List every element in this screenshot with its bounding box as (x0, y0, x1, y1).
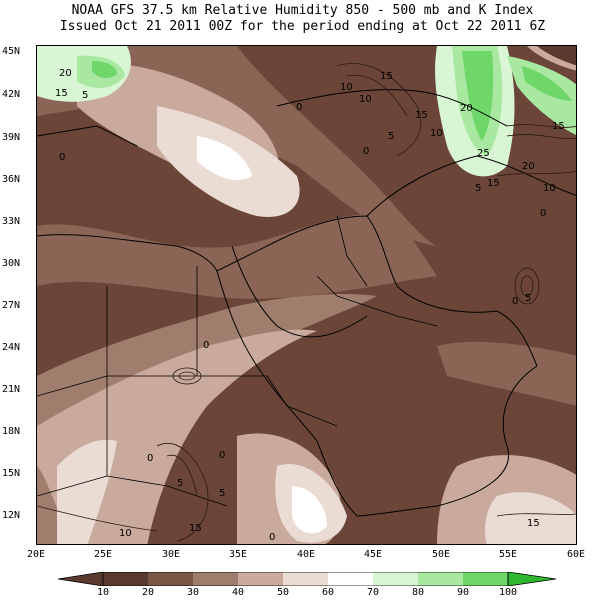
contour-label: 10 (119, 528, 132, 539)
colorbar-label: 10 (96, 587, 110, 598)
colorbar-swatch (103, 572, 148, 586)
colorbar-label: 90 (456, 587, 470, 598)
contour-label: 10 (543, 183, 556, 194)
contour-label: 0 (269, 532, 275, 543)
contour-label: 5 (219, 488, 225, 499)
colorbar-swatch (463, 572, 508, 586)
contour-labels: 20 15 5 0 10 10 15 0 5 0 20 15 10 25 15 … (55, 68, 565, 543)
colorbar-label: 60 (321, 587, 335, 598)
colorbar-label: 80 (411, 587, 425, 598)
moist-area (37, 329, 317, 544)
contour-label: 0 (363, 146, 369, 157)
coastlines (37, 89, 576, 517)
colorbar-label: 100 (498, 587, 518, 598)
contour-label: 5 (525, 293, 531, 304)
lat-label: 30N (2, 258, 21, 269)
contour-label: 0 (512, 296, 518, 307)
moist-core (197, 136, 252, 181)
contour-label: 15 (380, 71, 393, 82)
colorbar-outline (102, 572, 509, 586)
lat-label: 27N (2, 300, 21, 311)
lat-label: 39N (2, 132, 21, 143)
contour-label: 5 (475, 183, 481, 194)
contour-label: 10 (340, 82, 353, 93)
colorbar-arrow-left (58, 572, 104, 586)
contour-label: 20 (59, 68, 72, 79)
colorbar-swatch (238, 572, 283, 586)
contour-label: 0 (59, 152, 65, 163)
humidity-band (37, 213, 437, 299)
lon-label: 30E (161, 549, 181, 560)
moist-core (292, 486, 327, 534)
lat-label: 42N (2, 89, 21, 100)
moist-area (57, 439, 117, 544)
lon-label: 35E (228, 549, 248, 560)
lon-label: 45E (363, 549, 383, 560)
colorbar-label: 40 (231, 587, 245, 598)
lat-label: 45N (2, 46, 21, 57)
contour-label: 5 (388, 131, 394, 142)
lon-label: 55E (498, 549, 518, 560)
moist-area (485, 492, 576, 544)
map-title-line1: NOAA GFS 37.5 km Relative Humidity 850 -… (71, 3, 534, 18)
contour-label: 10 (359, 94, 372, 105)
contour-label: 5 (177, 478, 183, 489)
lat-label: 18N (2, 426, 21, 437)
contour-label: 0 (147, 453, 153, 464)
lon-label: 50E (431, 549, 451, 560)
lon-label: 40E (296, 549, 316, 560)
colorbar-label: 70 (366, 587, 380, 598)
contour-label: 10 (430, 128, 443, 139)
contour-label: 15 (552, 121, 565, 132)
contour-label: 15 (415, 110, 428, 121)
k-index-contours (37, 63, 576, 542)
contour-label: 25 (477, 148, 490, 159)
contour-label: 0 (540, 208, 546, 219)
lat-label: 21N (2, 384, 21, 395)
contour-label: 0 (203, 340, 209, 351)
humidity-map: 20 15 5 0 10 10 15 0 5 0 20 15 10 25 15 … (36, 45, 577, 545)
colorbar (58, 572, 556, 586)
lon-label: 25E (93, 549, 113, 560)
lon-label: 60E (566, 549, 586, 560)
lat-label: 33N (2, 216, 21, 227)
map-canvas: 20 15 5 0 10 10 15 0 5 0 20 15 10 25 15 … (37, 46, 576, 544)
contour-label: 15 (487, 178, 500, 189)
humidity-band (437, 341, 576, 406)
contour-label: 15 (55, 88, 68, 99)
lat-label: 12N (2, 510, 21, 521)
colorbar-label: 50 (276, 587, 290, 598)
colorbar-swatch (418, 572, 463, 586)
map-title-line2: Issued Oct 21 2011 00Z for the period en… (59, 19, 546, 34)
lat-label: 15N (2, 468, 21, 479)
dry-area (537, 46, 576, 66)
colorbar-swatch (283, 572, 328, 586)
colorbar-label: 30 (186, 587, 200, 598)
wet-area (92, 61, 117, 78)
colorbar-swatch (148, 572, 193, 586)
wet-area (522, 66, 572, 101)
colorbar-arrow-right (507, 572, 556, 586)
colorbar-swatch (328, 572, 373, 586)
lat-label: 24N (2, 342, 21, 353)
contour-label: 20 (460, 103, 473, 114)
lat-label: 36N (2, 174, 21, 185)
lon-label: 20E (26, 549, 46, 560)
contour-label: 5 (82, 90, 88, 101)
contour-label: 15 (189, 523, 202, 534)
colorbar-label: 20 (141, 587, 155, 598)
colorbar-swatch (373, 572, 418, 586)
contour-label: 20 (522, 161, 535, 172)
contour-label: 0 (296, 102, 302, 113)
contour-label: 0 (219, 450, 225, 461)
colorbar-swatch (193, 572, 238, 586)
wet-area (462, 51, 494, 141)
contour-label: 15 (527, 518, 540, 529)
